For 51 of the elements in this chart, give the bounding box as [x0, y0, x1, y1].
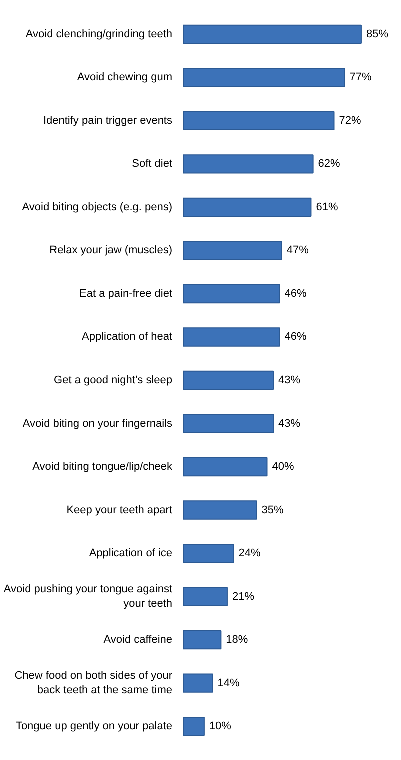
- y-tick-label: Identify pain trigger events: [43, 114, 173, 127]
- data-label: 46%: [284, 331, 308, 344]
- data-label: 18%: [226, 634, 248, 646]
- y-tick-label: Keep your teeth apart: [66, 504, 172, 516]
- bar: [184, 284, 280, 304]
- data-label: 47%: [286, 244, 310, 257]
- y-tick-label: Relax your jaw (muscles): [50, 244, 173, 257]
- y-tick-label: Avoid chewing gum: [77, 72, 172, 84]
- y-tick-label: Avoid clenching/grinding teeth: [26, 28, 173, 40]
- y-tick-label: Avoid caffeine: [104, 634, 172, 646]
- y-tick-label: Avoid biting tongue/lip/cheek: [32, 461, 173, 474]
- bar: [184, 457, 268, 477]
- bar: [184, 154, 314, 174]
- bar: [184, 68, 346, 88]
- bar: [184, 198, 312, 218]
- data-label: 14%: [218, 677, 240, 690]
- data-label: 61%: [316, 201, 338, 214]
- data-label: 40%: [272, 461, 294, 474]
- data-label: 77%: [350, 72, 372, 84]
- data-label: 43%: [278, 418, 301, 430]
- y-tick-label: Chew food on both sides of your back teeth at the same time: [14, 670, 173, 696]
- bar: [184, 111, 335, 131]
- data-label: 21%: [232, 590, 255, 603]
- data-label: 62%: [318, 158, 341, 170]
- y-tick-label: Avoid biting on your fingernails: [22, 418, 173, 430]
- bar: [184, 414, 274, 434]
- y-tick-label: Eat a pain-free diet: [80, 288, 173, 300]
- data-label: 10%: [209, 720, 232, 733]
- data-label: 24%: [238, 548, 261, 560]
- y-tick-label: Avoid biting objects (e.g. pens): [22, 201, 172, 214]
- bar: [184, 328, 280, 347]
- bar: [184, 587, 228, 606]
- bar: [184, 24, 362, 44]
- bar: [184, 674, 214, 693]
- bar: [184, 630, 222, 650]
- bar: [184, 500, 258, 520]
- y-tick-label: Application of heat: [82, 331, 173, 344]
- data-label: 46%: [284, 288, 308, 300]
- y-tick-label: Soft diet: [132, 158, 172, 170]
- y-tick-label: Avoid pushing your tongue against your teeth: [4, 584, 173, 610]
- bar: [184, 241, 282, 260]
- bar: [184, 716, 205, 736]
- y-tick-label: Get a good night’s sleep: [54, 374, 173, 386]
- y-tick-label: Application of ice: [89, 548, 173, 560]
- y-tick-label: Tongue up gently on your palate: [16, 720, 172, 733]
- data-label: 35%: [262, 504, 284, 516]
- data-label: 85%: [366, 28, 389, 40]
- bar: [184, 370, 274, 390]
- data-label: 43%: [278, 374, 301, 386]
- bar: [184, 544, 234, 564]
- data-label: 72%: [339, 114, 362, 127]
